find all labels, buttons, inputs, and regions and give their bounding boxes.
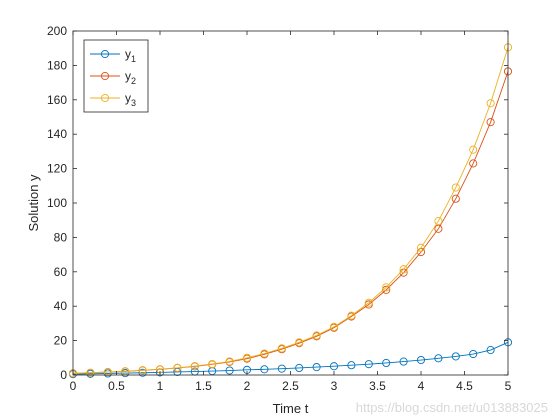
y-tick-label: 180 <box>47 58 67 72</box>
y-tick-label: 40 <box>54 299 68 313</box>
y-tick-label: 60 <box>54 265 68 279</box>
data-point-y3 <box>260 349 269 358</box>
legend-label: y1 <box>125 47 136 64</box>
data-point-y3 <box>347 311 356 320</box>
data-point-y3 <box>312 331 321 340</box>
data-point-y1 <box>364 360 373 369</box>
x-tick-label: 0.5 <box>108 379 125 393</box>
y-tick-label: 120 <box>47 162 67 176</box>
data-point-y3 <box>382 283 391 292</box>
x-tick-label: 4.5 <box>456 379 473 393</box>
series-layer <box>68 43 513 379</box>
data-point-y1 <box>451 352 460 361</box>
x-tick-label: 5 <box>505 379 512 393</box>
legend-item-y3: y3 <box>90 91 136 108</box>
data-point-y1 <box>347 361 356 370</box>
data-point-y1 <box>469 349 478 359</box>
x-tick-label: 3 <box>331 379 338 393</box>
data-point-y1 <box>399 357 408 366</box>
legend-swatch-marker <box>100 71 110 81</box>
data-point-y2 <box>382 285 391 294</box>
data-point-y3 <box>295 338 304 347</box>
data-point-y2 <box>451 194 460 203</box>
data-point-y1 <box>312 363 321 372</box>
y-tick-label: 140 <box>47 127 67 141</box>
y-tick-label: 80 <box>54 230 68 244</box>
data-point-y3 <box>416 243 426 252</box>
data-point-y3 <box>138 366 147 375</box>
data-point-y3 <box>469 145 478 154</box>
series-line-y3 <box>72 47 509 374</box>
y-tick-label: 160 <box>47 93 67 107</box>
y-tick-label: 100 <box>47 196 67 210</box>
y-tick-label: 20 <box>54 334 68 348</box>
legend: y1 y2 y3 <box>83 39 149 113</box>
data-point-y3 <box>364 298 373 307</box>
data-point-y3 <box>190 362 199 371</box>
data-point-y3 <box>208 359 217 369</box>
data-point-y1 <box>225 366 234 375</box>
data-point-y3 <box>399 265 408 274</box>
data-point-y3 <box>277 344 286 353</box>
data-point-y1 <box>277 364 286 373</box>
x-tick-label: 1 <box>157 379 164 393</box>
x-tick-label: 0 <box>70 379 77 393</box>
data-point-y3 <box>486 99 495 108</box>
data-point-y1 <box>434 354 443 363</box>
x-tick-label: 3.5 <box>369 379 386 393</box>
data-point-y3 <box>86 368 95 377</box>
data-point-y1 <box>329 362 339 371</box>
x-tick-label: 2 <box>244 379 251 393</box>
data-point-y3 <box>173 363 182 372</box>
y-tick-label: 0 <box>60 368 67 382</box>
data-point-y1 <box>382 358 391 368</box>
data-point-y3 <box>434 217 443 226</box>
data-point-y2 <box>486 118 495 127</box>
data-point-y1 <box>138 368 147 377</box>
data-point-y1 <box>416 355 426 365</box>
axes-layer: 0 0.5 1 1.5 2 2.5 3 3.5 4 4.5 5 0 20 40 60 80 100 120 140 1… <box>47 24 512 393</box>
legend-swatch-marker <box>100 49 110 59</box>
legend-label: y3 <box>125 91 136 108</box>
legend-item-y2: y2 <box>90 69 136 86</box>
y-axis-label: Solution y <box>26 174 41 232</box>
x-tick-label: 4 <box>418 379 425 393</box>
x-axis-label: Time t <box>273 401 309 416</box>
data-point-y2 <box>434 224 443 233</box>
watermark: https://blog.csdn.net/u013883025 <box>356 400 548 415</box>
data-point-y1 <box>295 363 304 373</box>
x-tick-label: 2.5 <box>282 379 299 393</box>
data-point-y1 <box>260 365 269 374</box>
data-point-y3 <box>225 357 234 366</box>
data-point-y3 <box>329 322 339 331</box>
data-point-y3 <box>242 353 252 362</box>
legend-label: y2 <box>125 69 136 86</box>
legend-item-y1: y1 <box>90 47 136 64</box>
data-point-y1 <box>486 346 495 355</box>
x-tick-label: 1.5 <box>195 379 212 393</box>
data-point-y2 <box>469 159 478 168</box>
data-point-y3 <box>451 183 460 192</box>
legend-swatch-marker <box>100 93 110 103</box>
data-point-y3 <box>103 368 112 377</box>
y-tick-label: 200 <box>47 24 67 38</box>
